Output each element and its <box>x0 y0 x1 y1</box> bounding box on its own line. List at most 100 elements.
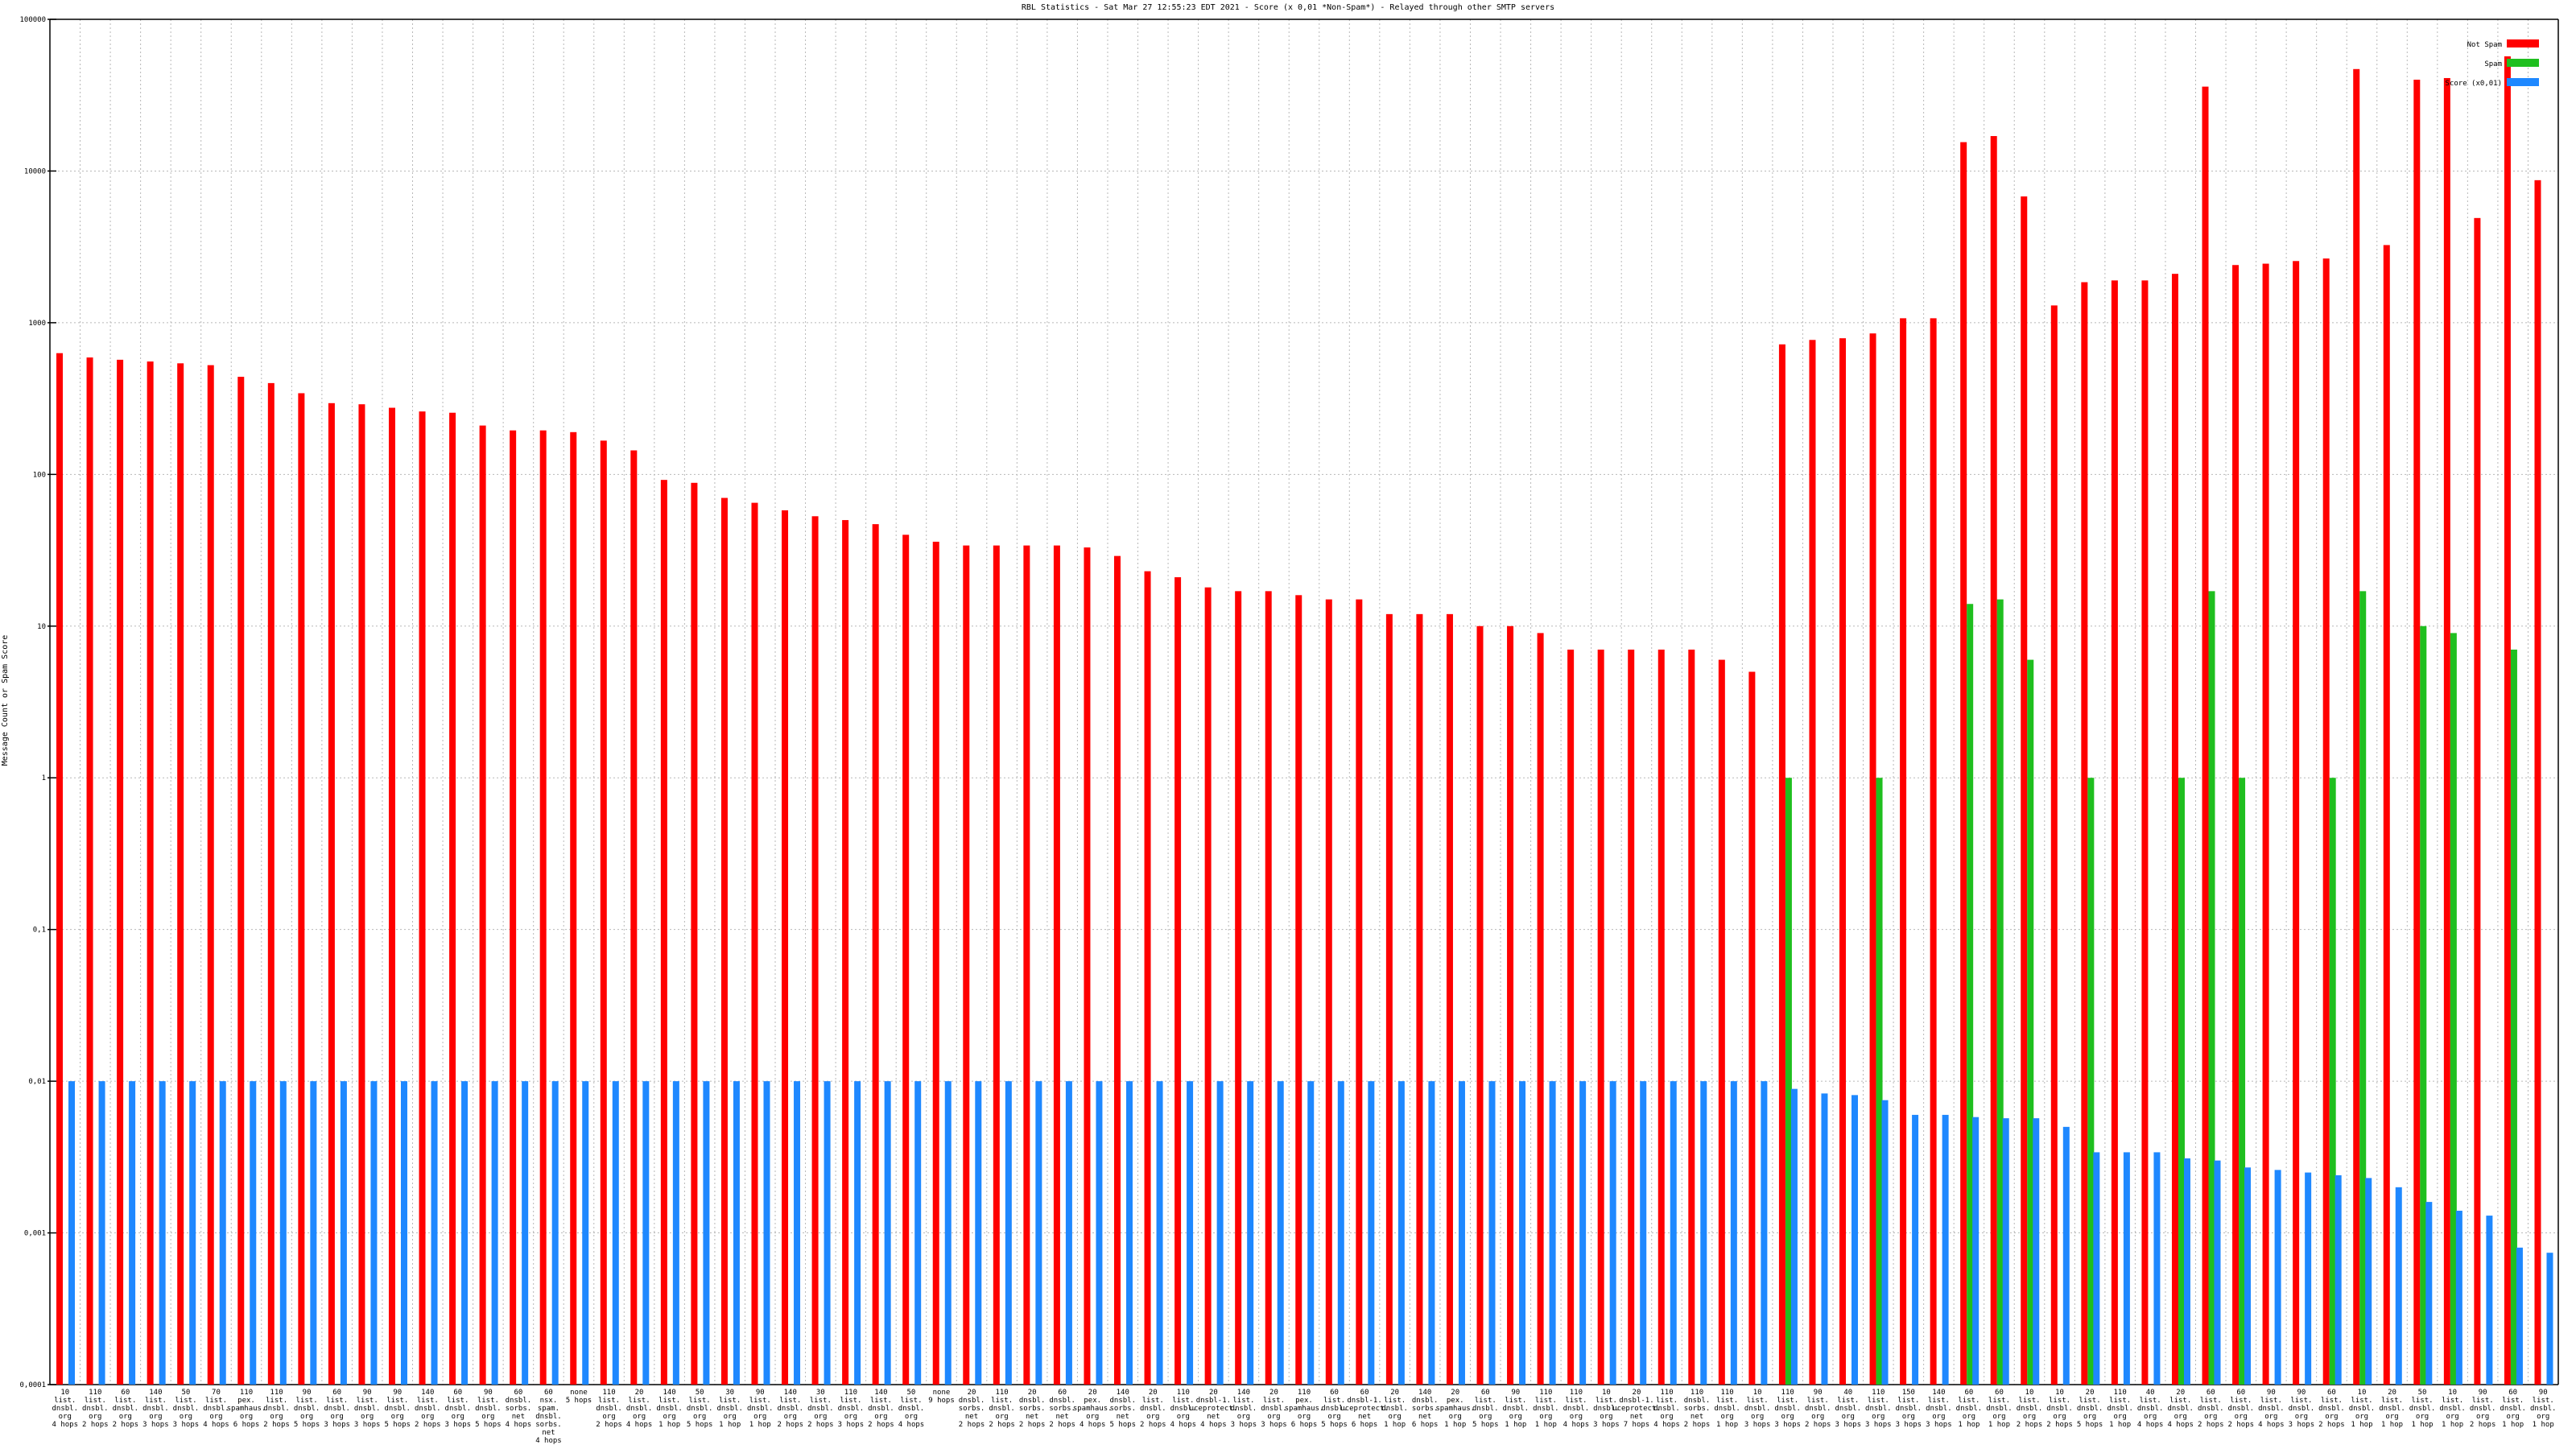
bar <box>2262 263 2269 1385</box>
x-tick-line: dnsbl. <box>1533 1405 1559 1413</box>
x-tick-line: org <box>149 1413 162 1421</box>
x-tick-line: list. <box>1596 1397 1617 1405</box>
x-tick-line: 2 hops <box>1140 1421 1166 1429</box>
bar <box>630 450 638 1385</box>
x-tick-line: 30 <box>816 1389 825 1397</box>
x-tick-line: 110 <box>1660 1389 1673 1397</box>
x-tick-label: 90 list. dnsbl. org 2 hops <box>1805 1389 1831 1429</box>
bar <box>1597 649 1604 1385</box>
bar <box>2486 1216 2493 1385</box>
x-tick-line: list. <box>689 1397 711 1405</box>
bar <box>1718 659 1725 1385</box>
x-tick-line: spamhaus. <box>1435 1405 1475 1413</box>
bar <box>2510 649 2517 1385</box>
x-tick-line: 2 hops <box>989 1421 1015 1429</box>
bar <box>2322 258 2330 1385</box>
bar <box>328 402 335 1385</box>
x-tick-line: 1 hop <box>2502 1421 2524 1429</box>
x-tick-label: 20 dnsbl. sorbs. net 2 hops <box>959 1389 985 1429</box>
x-tick-line: list. <box>1716 1397 1738 1405</box>
x-tick-label: 20 dnsbl-1. uceprotect. net 4 hops <box>1190 1389 1238 1429</box>
x-tick-line: list. <box>991 1397 1013 1405</box>
x-tick-line: dnsbl. <box>173 1405 200 1413</box>
x-tick-line: dnsbl. <box>1140 1405 1166 1413</box>
x-tick-line: dnsbl. <box>2289 1405 2315 1413</box>
x-tick-line: dnsbl. <box>1503 1405 1530 1413</box>
bar <box>340 1081 347 1385</box>
x-tick-line: dnsbl-1. <box>1347 1397 1381 1405</box>
x-tick-line: list. <box>1897 1397 1919 1405</box>
bar <box>582 1081 589 1385</box>
bar <box>1053 545 1060 1385</box>
bar <box>2274 1170 2281 1385</box>
x-tick-label: 90 list. dnsbl. org 4 hops <box>2258 1389 2285 1429</box>
x-tick-line: 4 hops <box>1563 1421 1590 1429</box>
bar <box>975 1081 982 1385</box>
x-tick-line: 2 hops <box>1019 1421 1046 1429</box>
bar <box>2123 1152 2130 1385</box>
x-tick-line: 2 hops <box>1049 1421 1075 1429</box>
x-tick-label: 10 list. dnsbl. org 2 hops <box>2017 1389 2043 1429</box>
x-tick-line: org <box>905 1413 918 1421</box>
x-tick-line: 4 hops <box>535 1437 562 1445</box>
x-tick-line: list. <box>175 1397 196 1405</box>
x-tick-line: org <box>2446 1413 2458 1421</box>
x-tick-line: 3 hops <box>445 1421 472 1429</box>
x-tick-line: 4 hops <box>203 1421 229 1429</box>
legend-swatch <box>2507 59 2539 67</box>
x-tick-line: dnsbl-1. <box>1619 1397 1653 1405</box>
bar <box>1428 1081 1435 1385</box>
x-tick-line: 20 <box>1390 1389 1399 1397</box>
x-tick-line: 110 <box>1781 1389 1794 1397</box>
x-tick-line: 60 <box>453 1389 462 1397</box>
x-tick-line: 1 hop <box>2351 1421 2372 1429</box>
x-tick-line: org <box>1327 1413 1340 1421</box>
x-tick-line: 60 <box>1481 1389 1490 1397</box>
x-tick-label: 50 list. dnsbl. org 3 hops <box>173 1389 200 1429</box>
bar <box>2504 56 2511 1385</box>
bar <box>2050 305 2058 1385</box>
x-tick-line: list. <box>2381 1397 2403 1405</box>
x-tick-line: pex. <box>1084 1397 1101 1405</box>
x-tick-label: 110 list. dnsbl. org 3 hops <box>1774 1389 1801 1429</box>
x-tick-line: org <box>1932 1413 1945 1421</box>
bar <box>177 363 184 1385</box>
x-tick-line: org <box>2235 1413 2248 1421</box>
x-tick-line: list. <box>1384 1397 1406 1405</box>
x-tick-line: 20 <box>1451 1389 1459 1397</box>
x-tick-line: list. <box>1142 1397 1164 1405</box>
x-tick-line: 90 <box>1814 1389 1823 1397</box>
x-tick-line: net <box>1207 1413 1220 1421</box>
x-tick-line: dnsbl. <box>1684 1397 1711 1405</box>
x-tick-line: org <box>2385 1413 2398 1421</box>
x-tick-line: 60 <box>514 1389 522 1397</box>
x-tick-line: 2 hops <box>1805 1421 1831 1429</box>
x-tick-line: 60 <box>1995 1389 2004 1397</box>
x-tick-line: org <box>1509 1413 1522 1421</box>
bar <box>884 1081 891 1385</box>
x-tick-line: dnsbl. <box>1261 1405 1287 1413</box>
x-tick-label: none 9 hops <box>928 1389 955 1405</box>
x-tick-line: 5 hops <box>1472 1421 1499 1429</box>
bar <box>794 1081 801 1385</box>
bar <box>2202 86 2209 1385</box>
x-tick-line: 110 <box>995 1389 1008 1397</box>
bar <box>2244 1167 2252 1385</box>
x-tick-label: 110 list. dnsbl. org 4 hops <box>1653 1389 1680 1429</box>
bar <box>842 520 849 1385</box>
x-tick-line: 2 hops <box>868 1421 894 1429</box>
x-tick-line: org <box>874 1413 887 1421</box>
x-tick-line: 4 hops <box>2137 1421 2164 1429</box>
bar <box>1125 1081 1133 1385</box>
x-tick-line: list. <box>1263 1397 1285 1405</box>
x-tick-line: list. <box>2260 1397 2282 1405</box>
x-tick-line: dnsbl. <box>1412 1397 1439 1405</box>
x-tick-line: 90 <box>363 1389 372 1397</box>
x-tick-line: 5 hops <box>384 1421 411 1429</box>
x-tick-line: 4 hops <box>506 1421 532 1429</box>
x-tick-line: 2 hops <box>596 1421 622 1429</box>
bar <box>551 1081 559 1385</box>
bar <box>1990 136 1997 1385</box>
x-tick-line: list. <box>2169 1397 2191 1405</box>
x-tick-line: org <box>1298 1413 1311 1421</box>
